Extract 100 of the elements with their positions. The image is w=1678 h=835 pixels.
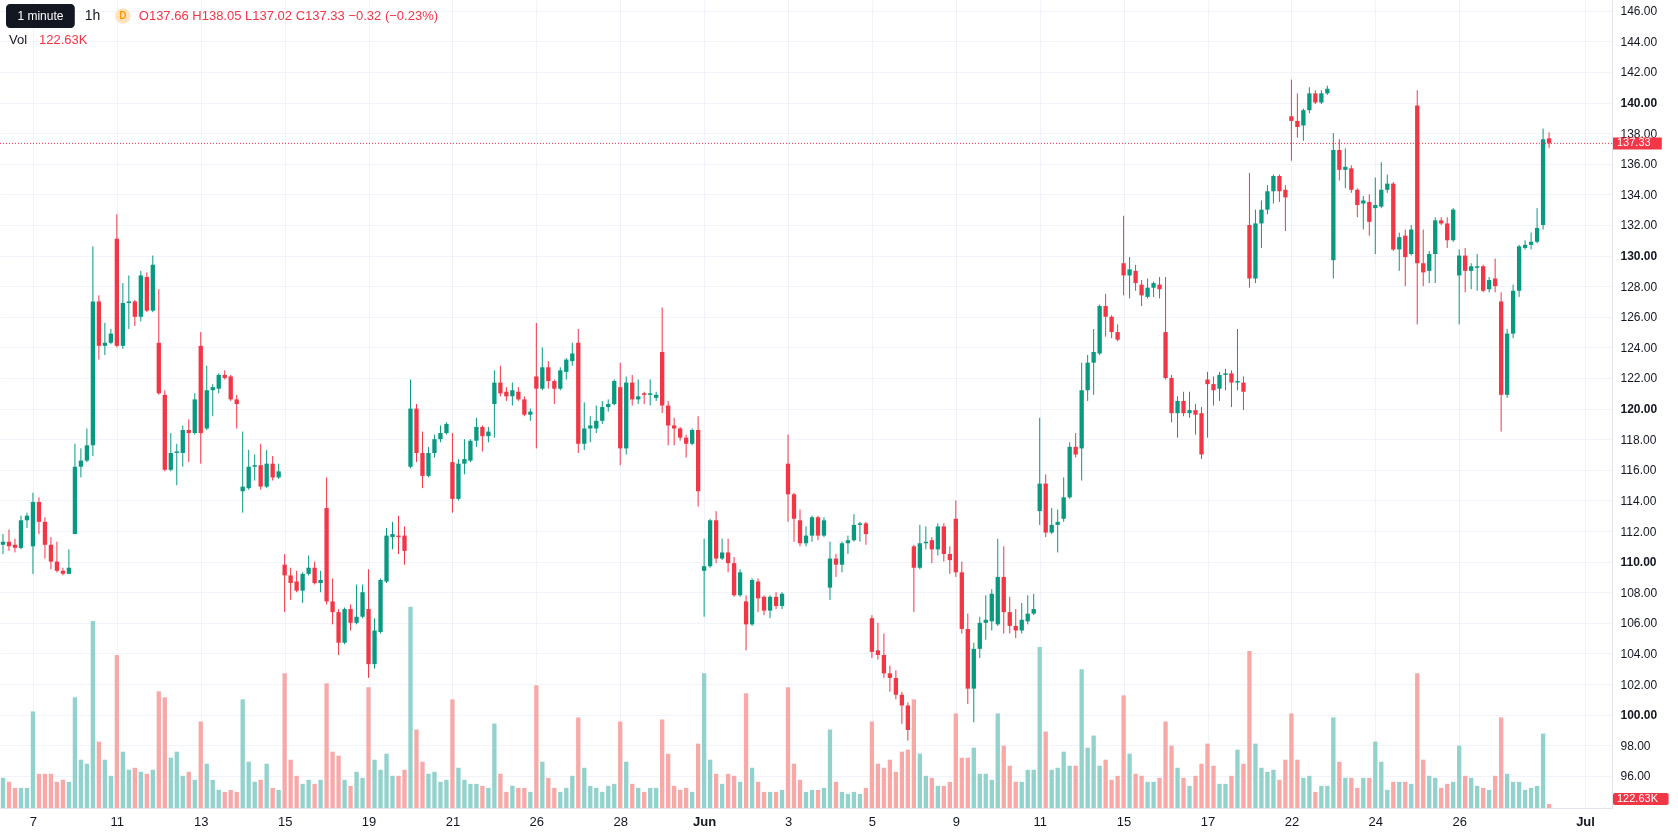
bar [1475, 785, 1480, 808]
candlestick [1427, 250, 1432, 284]
candlestick [863, 521, 869, 546]
candlestick [582, 401, 587, 451]
bar [342, 779, 347, 808]
bar [1361, 777, 1366, 808]
candlestick [1385, 173, 1390, 194]
candlestick [875, 622, 881, 661]
bar [654, 787, 659, 808]
bar [1043, 731, 1048, 808]
bar [642, 791, 647, 808]
candlestick [1217, 371, 1222, 402]
y-tick-label: 122.00 [1620, 371, 1658, 386]
bar [1498, 717, 1504, 808]
candlestick [1271, 173, 1276, 205]
bar [749, 767, 755, 808]
bar [1025, 769, 1030, 808]
bar [1127, 753, 1132, 808]
bar [366, 687, 371, 808]
bar [1001, 745, 1006, 808]
bar [1031, 769, 1036, 808]
bar [624, 761, 629, 808]
y-tick-label: 132.00 [1620, 218, 1658, 233]
candlestick [1534, 207, 1540, 244]
bar [1427, 775, 1432, 808]
bar [60, 779, 66, 808]
bar [564, 787, 569, 808]
bar [210, 779, 215, 808]
candlestick [887, 665, 893, 693]
candlestick [1175, 395, 1180, 439]
candlestick [743, 594, 749, 651]
bar [1492, 775, 1498, 808]
bar [198, 721, 203, 808]
candlestick [1121, 215, 1126, 296]
bar [929, 777, 934, 808]
candlestick [264, 449, 269, 489]
bar [1457, 745, 1462, 808]
bar [719, 783, 725, 808]
y-tick-label: 112.00 [1620, 524, 1657, 539]
bar [743, 693, 749, 808]
bar [252, 781, 257, 808]
bar [815, 789, 821, 808]
y-tick-label: 128.00 [1620, 279, 1658, 294]
candlestick [1055, 509, 1060, 553]
bar [947, 781, 952, 808]
y-tick-label: 98.00 [1620, 738, 1651, 753]
bar [180, 775, 185, 808]
candlestick [1157, 276, 1162, 299]
bar [1534, 785, 1540, 808]
bar [234, 791, 239, 808]
candlestick [881, 633, 887, 679]
bar [618, 721, 623, 808]
candlestick [1295, 92, 1300, 139]
bar [582, 767, 587, 808]
bar [408, 606, 413, 808]
candlestick [725, 538, 731, 573]
candlestick [66, 548, 72, 575]
y-tick-label: 114.00 [1620, 493, 1657, 508]
bar [905, 749, 911, 808]
candlestick [480, 424, 485, 452]
candlestick [1522, 239, 1528, 250]
candlestick [1187, 391, 1192, 419]
annotation: Vol [9, 32, 28, 47]
candlestick [1205, 371, 1210, 439]
bar [869, 721, 875, 808]
bar [1229, 775, 1234, 808]
x-tick-label: 19 [361, 813, 377, 829]
annotation: 1 minute [17, 9, 64, 23]
candlestick [540, 346, 545, 391]
bar [156, 691, 161, 808]
candlestick [1139, 279, 1144, 307]
bar [1463, 775, 1468, 808]
bar [731, 775, 737, 808]
bar [1391, 781, 1396, 808]
bar [911, 699, 917, 808]
bar [863, 787, 869, 808]
candlestick [48, 536, 54, 570]
candlestick [1397, 232, 1402, 272]
candlestick [833, 553, 839, 578]
bar [192, 779, 197, 808]
candlestick [330, 577, 335, 625]
bar [1349, 777, 1354, 808]
candlestick [1031, 593, 1036, 616]
candlestick [1061, 476, 1066, 523]
candlestick [845, 535, 851, 555]
bar [510, 785, 515, 808]
y-tick-label: 102.00 [1620, 677, 1658, 692]
bar [791, 763, 797, 808]
bar [24, 787, 30, 808]
candlestick [1073, 432, 1078, 459]
bar [108, 775, 114, 808]
candlestick [84, 427, 90, 463]
bar [66, 781, 72, 808]
bar [1516, 781, 1522, 808]
bar [1409, 783, 1414, 808]
bar [240, 699, 245, 808]
candlestick [683, 434, 689, 459]
bar [258, 779, 263, 808]
candlestick [1463, 247, 1468, 293]
y-tick-label: 130.00 [1620, 249, 1658, 264]
